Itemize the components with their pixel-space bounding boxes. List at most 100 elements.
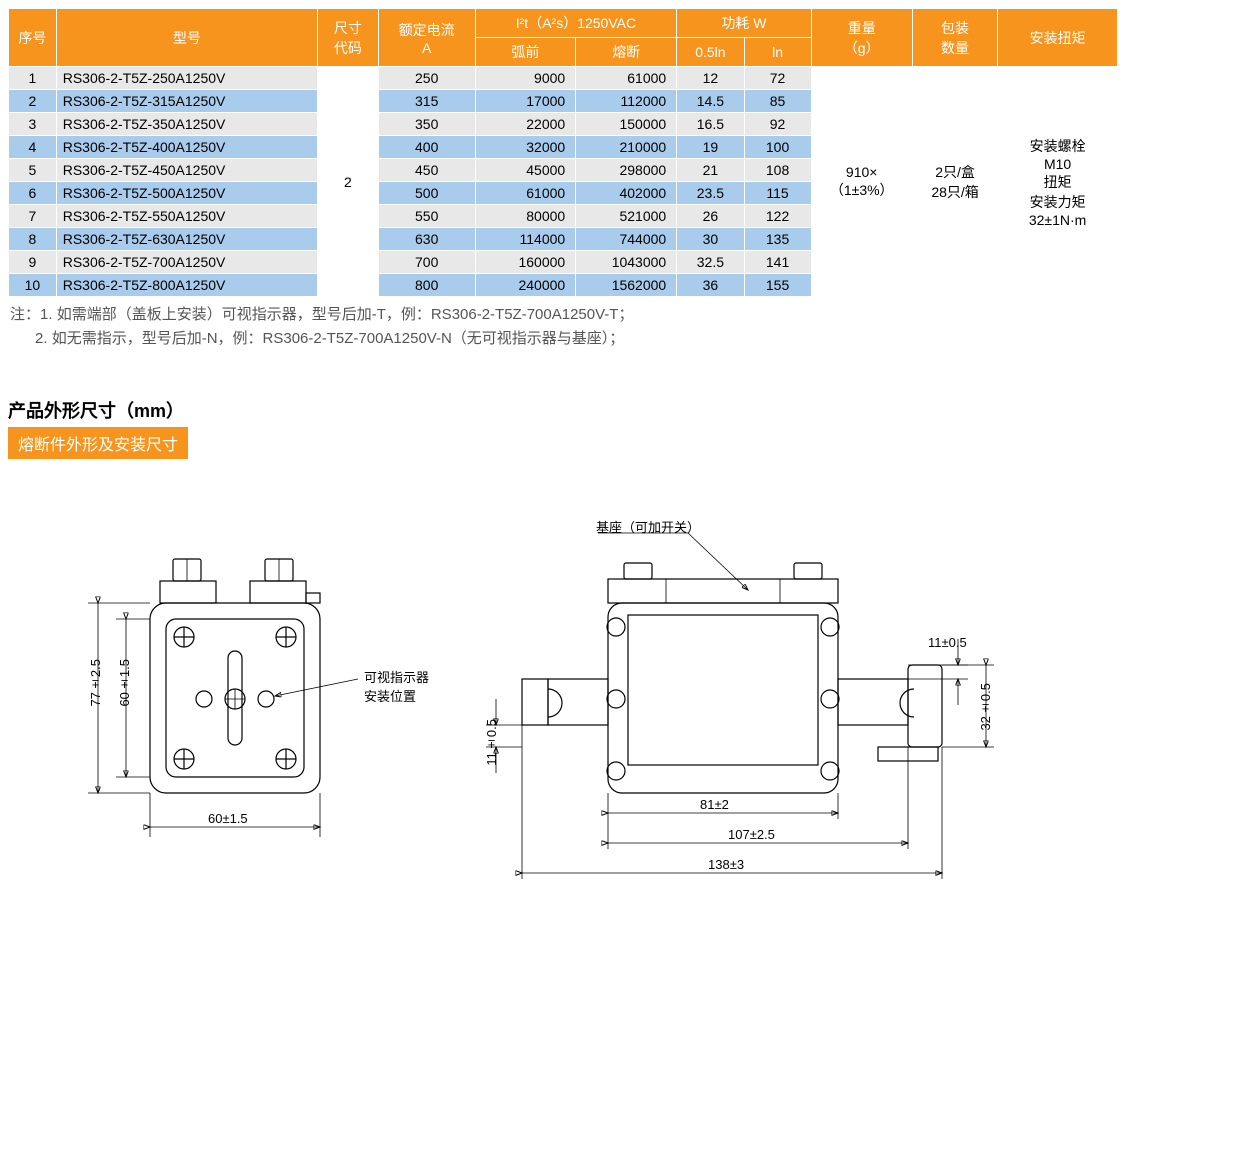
cell-rated: 350 bbox=[378, 113, 475, 136]
cell-pre: 9000 bbox=[475, 67, 576, 90]
th-pack: 包装 数量 bbox=[912, 9, 997, 67]
cell-seq: 6 bbox=[9, 182, 57, 205]
cell-pln: 122 bbox=[744, 205, 811, 228]
dim-32v: 32±0.5 bbox=[978, 683, 993, 731]
th-seq: 序号 bbox=[9, 9, 57, 67]
dim-11t: 11±0.5 bbox=[928, 635, 967, 650]
cell-rated: 315 bbox=[378, 90, 475, 113]
indicator-label: 可视指示器 安装位置 bbox=[364, 667, 429, 705]
cell-seq: 5 bbox=[9, 159, 57, 182]
note-prefix: 注： bbox=[10, 306, 40, 323]
dim-138: 138±3 bbox=[708, 857, 744, 872]
table-row: 1RS306-2-T5Z-250A1250V225090006100012729… bbox=[9, 67, 1118, 90]
cell-melt: 744000 bbox=[576, 228, 677, 251]
cell-p05: 14.5 bbox=[677, 90, 744, 113]
spec-table: 序号 型号 尺寸 代码 额定电流 A I²t（A²s）1250VAC 功耗 W … bbox=[8, 8, 1118, 297]
th-p05: 0.5ln bbox=[677, 38, 744, 67]
cell-melt: 112000 bbox=[576, 90, 677, 113]
cell-pre: 22000 bbox=[475, 113, 576, 136]
cell-seq: 9 bbox=[9, 251, 57, 274]
cell-melt: 1562000 bbox=[576, 274, 677, 297]
cell-pre: 32000 bbox=[475, 136, 576, 159]
cell-seq: 1 bbox=[9, 67, 57, 90]
cell-size-code: 2 bbox=[317, 67, 378, 297]
cell-rated: 450 bbox=[378, 159, 475, 182]
th-size: 尺寸 代码 bbox=[317, 9, 378, 67]
dim-60v: 60±1.5 bbox=[117, 659, 132, 707]
cell-model: RS306-2-T5Z-450A1250V bbox=[56, 159, 317, 182]
cell-rated: 400 bbox=[378, 136, 475, 159]
cell-model: RS306-2-T5Z-250A1250V bbox=[56, 67, 317, 90]
cell-melt: 150000 bbox=[576, 113, 677, 136]
cell-rated: 500 bbox=[378, 182, 475, 205]
cell-pre: 61000 bbox=[475, 182, 576, 205]
dim-11v: 11±0.5 bbox=[484, 719, 499, 766]
cell-model: RS306-2-T5Z-800A1250V bbox=[56, 274, 317, 297]
cell-pre: 240000 bbox=[475, 274, 576, 297]
base-label: 基座（可加开关） bbox=[596, 517, 700, 536]
cell-p05: 19 bbox=[677, 136, 744, 159]
th-rated: 额定电流 A bbox=[378, 9, 475, 67]
dim-77v: 77±2.5 bbox=[88, 659, 103, 707]
cell-p05: 12 bbox=[677, 67, 744, 90]
cell-melt: 210000 bbox=[576, 136, 677, 159]
notes: 注：1. 如需端部（盖板上安装）可视指示器，型号后加-T，例：RS306-2-T… bbox=[10, 303, 1243, 351]
cell-p05: 23.5 bbox=[677, 182, 744, 205]
cell-rated: 630 bbox=[378, 228, 475, 251]
section-sub: 熔断件外形及安装尺寸 bbox=[8, 427, 188, 459]
cell-model: RS306-2-T5Z-315A1250V bbox=[56, 90, 317, 113]
th-i2t-melt: 熔断 bbox=[576, 38, 677, 67]
cell-model: RS306-2-T5Z-400A1250V bbox=[56, 136, 317, 159]
cell-rated: 250 bbox=[378, 67, 475, 90]
cell-pack: 2只/盒 28只/箱 bbox=[912, 67, 997, 297]
cell-melt: 61000 bbox=[576, 67, 677, 90]
cell-seq: 8 bbox=[9, 228, 57, 251]
cell-pln: 141 bbox=[744, 251, 811, 274]
cell-model: RS306-2-T5Z-550A1250V bbox=[56, 205, 317, 228]
cell-pln: 155 bbox=[744, 274, 811, 297]
cell-melt: 402000 bbox=[576, 182, 677, 205]
cell-p05: 30 bbox=[677, 228, 744, 251]
th-i2t-pre: 弧前 bbox=[475, 38, 576, 67]
cell-pln: 135 bbox=[744, 228, 811, 251]
cell-model: RS306-2-T5Z-630A1250V bbox=[56, 228, 317, 251]
cell-pre: 160000 bbox=[475, 251, 576, 274]
cell-pln: 100 bbox=[744, 136, 811, 159]
cell-model: RS306-2-T5Z-350A1250V bbox=[56, 113, 317, 136]
th-pln: ln bbox=[744, 38, 811, 67]
cell-model: RS306-2-T5Z-500A1250V bbox=[56, 182, 317, 205]
cell-pre: 80000 bbox=[475, 205, 576, 228]
cell-pln: 72 bbox=[744, 67, 811, 90]
cell-p05: 32.5 bbox=[677, 251, 744, 274]
dim-81: 81±2 bbox=[700, 797, 729, 812]
cell-pre: 17000 bbox=[475, 90, 576, 113]
th-torque: 安装扭矩 bbox=[998, 9, 1118, 67]
cell-model: RS306-2-T5Z-700A1250V bbox=[56, 251, 317, 274]
cell-seq: 4 bbox=[9, 136, 57, 159]
cell-pln: 115 bbox=[744, 182, 811, 205]
dim-60h: 60±1.5 bbox=[208, 811, 248, 826]
cell-p05: 26 bbox=[677, 205, 744, 228]
cell-rated: 800 bbox=[378, 274, 475, 297]
side-view-svg bbox=[448, 519, 1008, 959]
cell-rated: 700 bbox=[378, 251, 475, 274]
cell-pre: 114000 bbox=[475, 228, 576, 251]
cell-seq: 3 bbox=[9, 113, 57, 136]
th-i2t-group: I²t（A²s）1250VAC bbox=[475, 9, 677, 38]
cell-rated: 550 bbox=[378, 205, 475, 228]
cell-pln: 108 bbox=[744, 159, 811, 182]
cell-weight: 910× （1±3%） bbox=[811, 67, 912, 297]
cell-pre: 45000 bbox=[475, 159, 576, 182]
cell-pln: 85 bbox=[744, 90, 811, 113]
cell-torque: 安装螺栓 M10 扭矩 安装力矩 32±1N·m bbox=[998, 67, 1118, 297]
cell-p05: 36 bbox=[677, 274, 744, 297]
th-model: 型号 bbox=[56, 9, 317, 67]
section-title: 产品外形尺寸（mm） bbox=[8, 397, 1243, 423]
cell-melt: 521000 bbox=[576, 205, 677, 228]
note-line2: 2. 如无需指示，型号后加-N，例：RS306-2-T5Z-700A1250V-… bbox=[35, 330, 624, 347]
cell-seq: 10 bbox=[9, 274, 57, 297]
dim-107: 107±2.5 bbox=[728, 827, 775, 842]
cell-seq: 2 bbox=[9, 90, 57, 113]
cell-melt: 1043000 bbox=[576, 251, 677, 274]
cell-pln: 92 bbox=[744, 113, 811, 136]
